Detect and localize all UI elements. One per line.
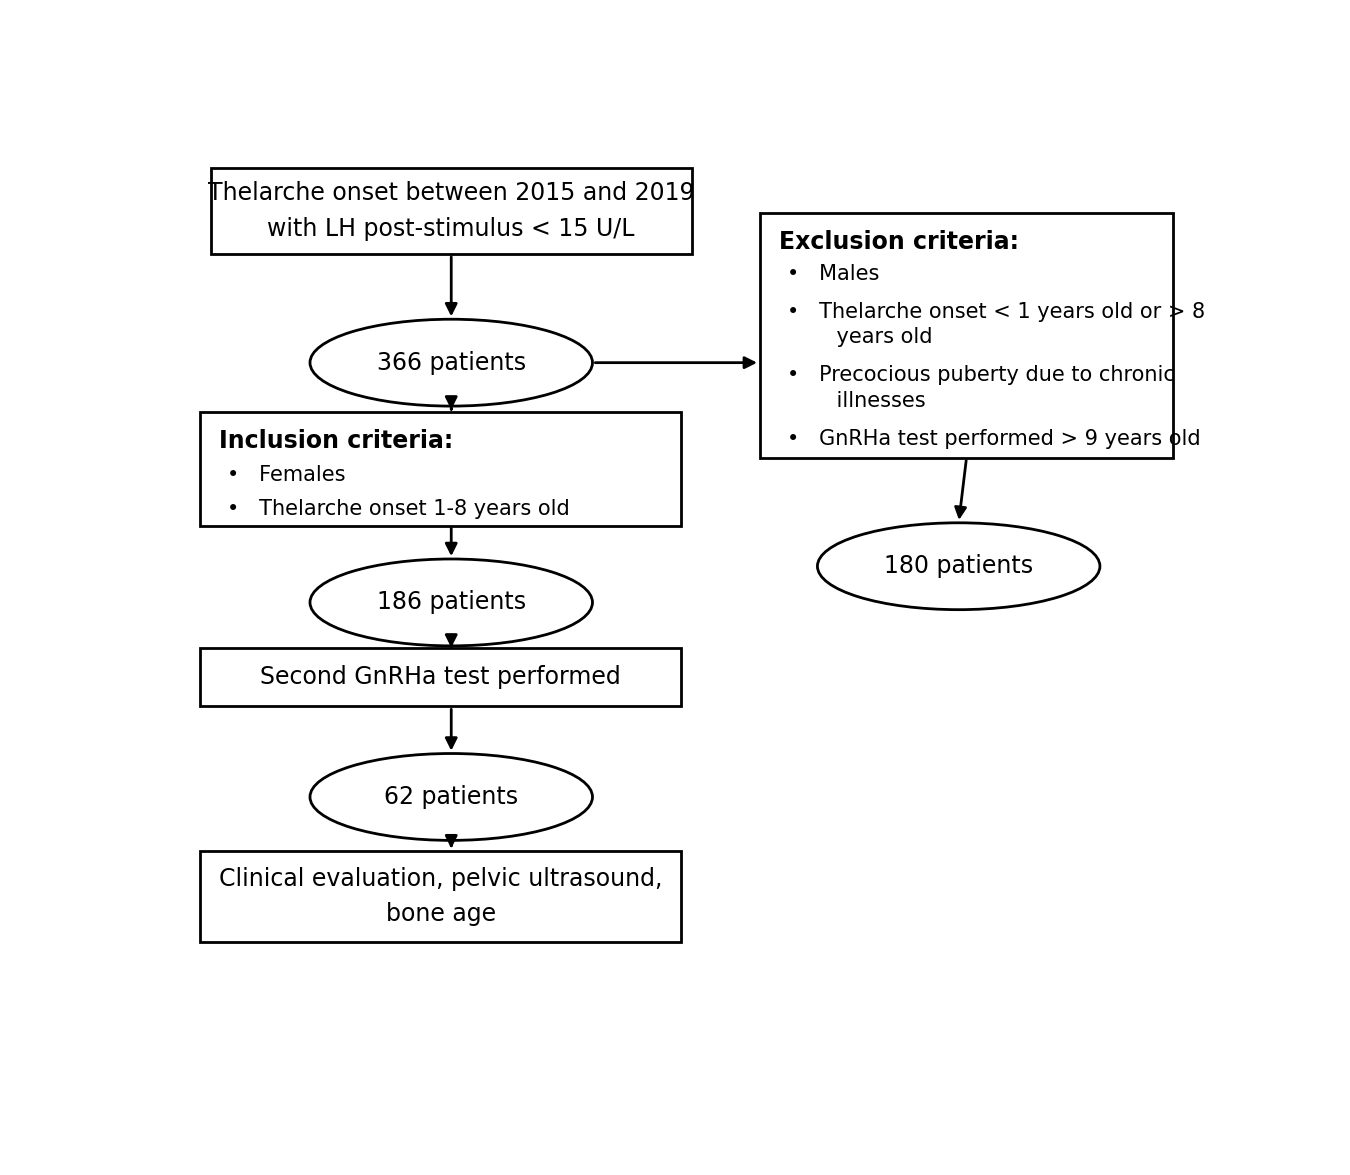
Text: Second GnRHa test performed: Second GnRHa test performed (261, 665, 621, 689)
Bar (760, 214, 1173, 458)
Text: •   Females: • Females (227, 465, 346, 485)
Text: 366 patients: 366 patients (377, 350, 525, 375)
Bar (211, 168, 691, 254)
Ellipse shape (818, 523, 1100, 610)
Text: Thelarche onset between 2015 and 2019
with LH post-stimulus < 15 U/L: Thelarche onset between 2015 and 2019 wi… (208, 181, 694, 241)
Text: •   GnRHa test performed > 9 years old: • GnRHa test performed > 9 years old (787, 429, 1200, 449)
Text: •   Precocious puberty due to chronic: • Precocious puberty due to chronic (787, 365, 1174, 385)
Text: •   Males: • Males (787, 264, 879, 284)
Bar (200, 647, 682, 706)
Ellipse shape (310, 559, 593, 646)
Ellipse shape (310, 320, 593, 407)
Text: Exclusion criteria:: Exclusion criteria: (779, 229, 1019, 254)
Bar (200, 851, 682, 941)
Text: 186 patients: 186 patients (377, 590, 525, 615)
Text: 180 patients: 180 patients (884, 555, 1033, 578)
Text: •   Thelarche onset < 1 years old or > 8: • Thelarche onset < 1 years old or > 8 (787, 302, 1206, 322)
Text: years old: years old (810, 328, 933, 348)
Text: illnesses: illnesses (810, 391, 926, 411)
Text: Clinical evaluation, pelvic ultrasound,
bone age: Clinical evaluation, pelvic ultrasound, … (219, 867, 663, 926)
Text: •   Thelarche onset 1-8 years old: • Thelarche onset 1-8 years old (227, 499, 570, 519)
Text: Inclusion criteria:: Inclusion criteria: (219, 429, 454, 452)
Ellipse shape (310, 753, 593, 840)
Text: 62 patients: 62 patients (385, 785, 518, 808)
Bar (200, 412, 682, 525)
